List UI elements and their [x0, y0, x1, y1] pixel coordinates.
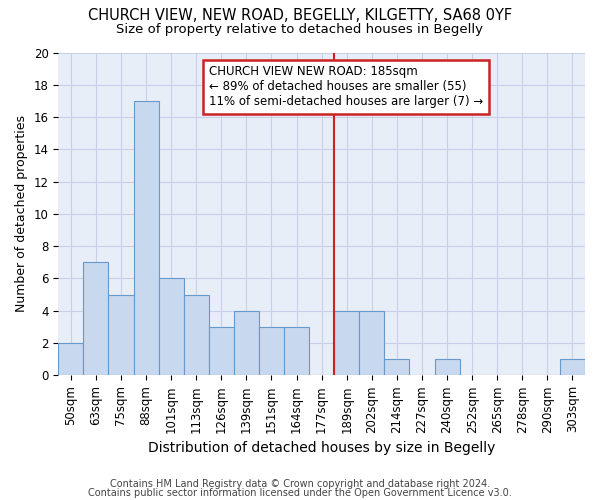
Bar — [58, 343, 83, 376]
Bar — [385, 359, 409, 376]
Bar — [359, 311, 385, 376]
Bar — [434, 359, 460, 376]
Bar — [134, 101, 158, 375]
Bar — [209, 327, 234, 376]
Bar — [234, 311, 259, 376]
Text: Contains public sector information licensed under the Open Government Licence v3: Contains public sector information licen… — [88, 488, 512, 498]
Text: Contains HM Land Registry data © Crown copyright and database right 2024.: Contains HM Land Registry data © Crown c… — [110, 479, 490, 489]
Text: CHURCH VIEW NEW ROAD: 185sqm
← 89% of detached houses are smaller (55)
11% of se: CHURCH VIEW NEW ROAD: 185sqm ← 89% of de… — [209, 66, 483, 108]
Bar — [184, 294, 209, 376]
X-axis label: Distribution of detached houses by size in Begelly: Distribution of detached houses by size … — [148, 441, 496, 455]
Bar — [284, 327, 309, 376]
Bar — [560, 359, 585, 376]
Bar — [259, 327, 284, 376]
Y-axis label: Number of detached properties: Number of detached properties — [15, 116, 28, 312]
Bar — [109, 294, 134, 376]
Bar — [83, 262, 109, 376]
Text: CHURCH VIEW, NEW ROAD, BEGELLY, KILGETTY, SA68 0YF: CHURCH VIEW, NEW ROAD, BEGELLY, KILGETTY… — [88, 8, 512, 22]
Text: Size of property relative to detached houses in Begelly: Size of property relative to detached ho… — [116, 22, 484, 36]
Bar — [158, 278, 184, 376]
Bar — [334, 311, 359, 376]
